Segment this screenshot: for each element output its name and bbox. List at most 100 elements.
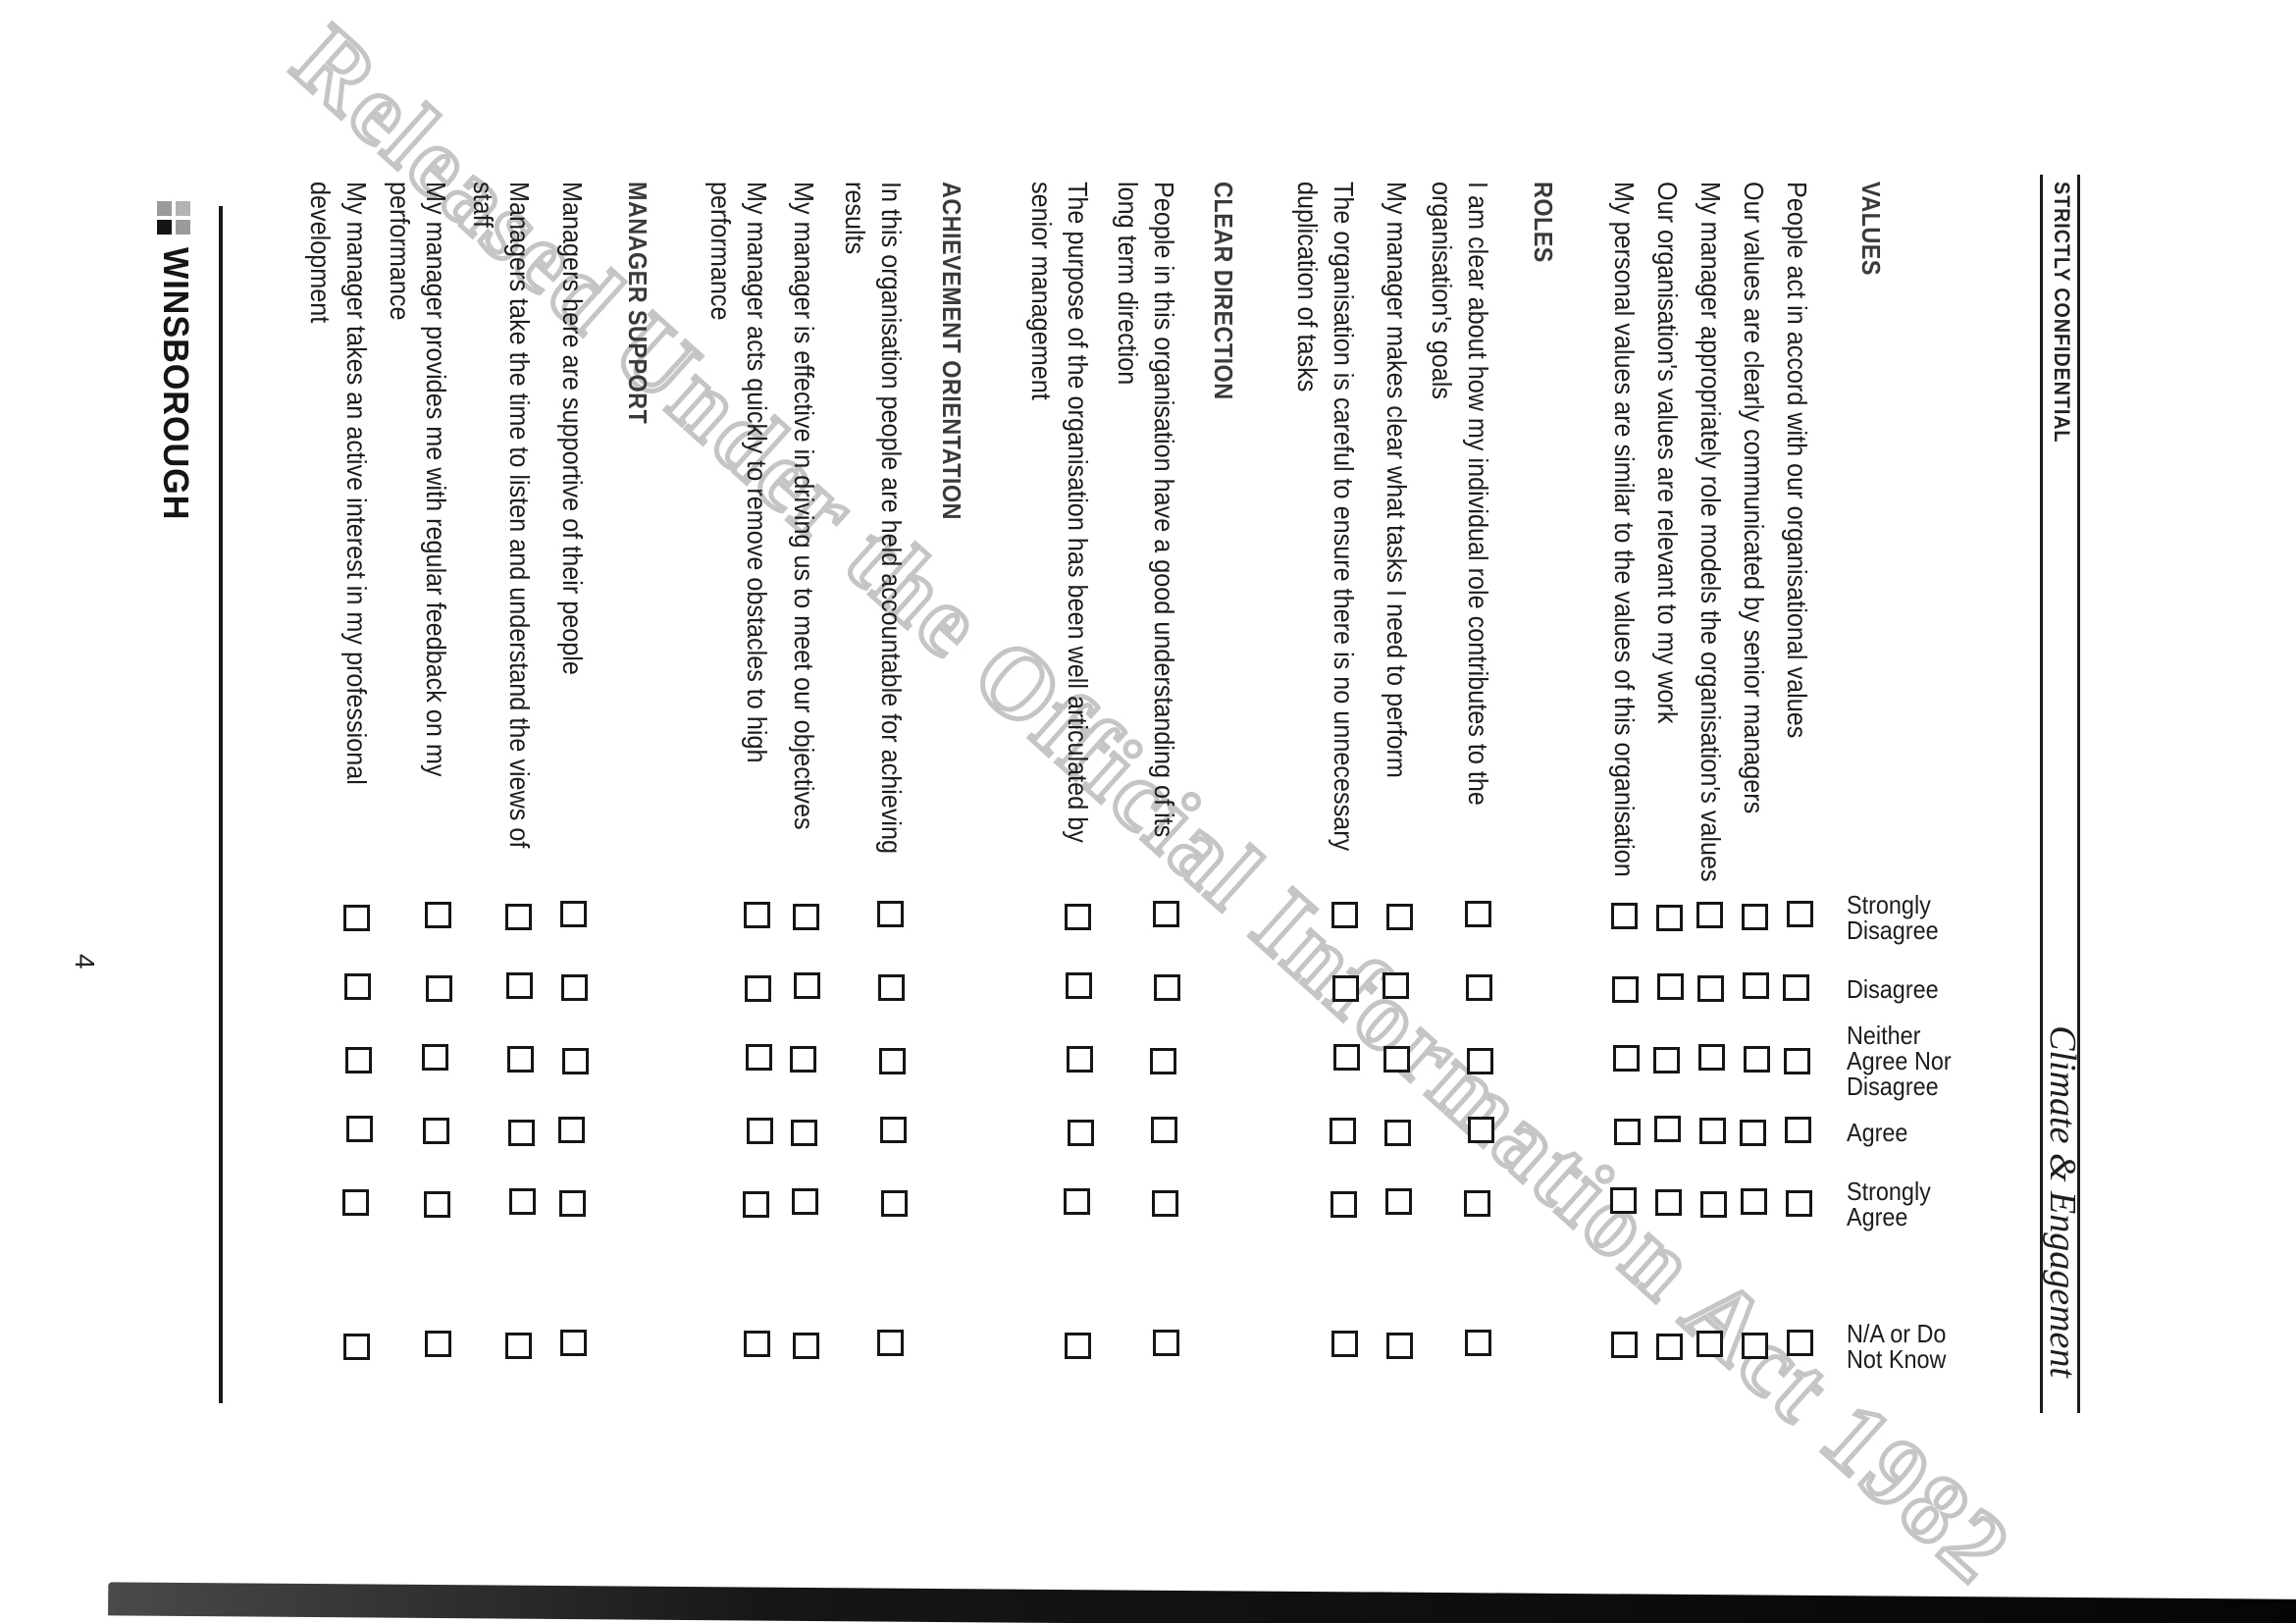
response-checkbox[interactable]	[878, 974, 905, 1001]
response-checkbox[interactable]	[1153, 901, 1179, 927]
response-checkbox[interactable]	[1466, 974, 1492, 1001]
response-checkbox[interactable]	[1465, 1330, 1491, 1356]
response-checkbox[interactable]	[1331, 1331, 1358, 1357]
response-checkbox[interactable]	[1467, 1048, 1493, 1074]
response-checkbox[interactable]	[1154, 974, 1180, 1001]
response-checkbox[interactable]	[743, 1191, 769, 1218]
response-checkbox[interactable]	[423, 1118, 449, 1144]
response-checkbox[interactable]	[1787, 1330, 1813, 1356]
response-checkbox[interactable]	[1654, 1116, 1681, 1142]
response-checkbox[interactable]	[793, 1333, 819, 1359]
response-checkbox[interactable]	[1740, 1120, 1766, 1146]
response-checkbox[interactable]	[560, 1330, 587, 1356]
response-checkbox[interactable]	[508, 1120, 535, 1146]
response-checkbox[interactable]	[506, 972, 533, 999]
response-checkbox[interactable]	[1385, 1188, 1412, 1215]
response-checkbox[interactable]	[1653, 1047, 1680, 1073]
response-checkbox[interactable]	[1151, 1117, 1177, 1143]
response-checkbox[interactable]	[1066, 972, 1092, 999]
response-checkbox[interactable]	[1784, 1048, 1810, 1074]
response-checkbox[interactable]	[880, 1117, 907, 1143]
response-checkbox[interactable]	[1700, 1191, 1727, 1218]
response-checkbox[interactable]	[747, 1118, 773, 1144]
response-checkbox[interactable]	[794, 972, 820, 999]
response-checkbox[interactable]	[343, 905, 370, 931]
response-checkbox[interactable]	[346, 1116, 373, 1142]
response-checkbox[interactable]	[791, 1120, 817, 1146]
response-checkbox[interactable]	[1383, 972, 1409, 999]
response-checkbox[interactable]	[744, 902, 770, 928]
response-checkbox[interactable]	[1464, 1190, 1490, 1217]
response-checkbox[interactable]	[344, 973, 371, 1000]
response-checkbox[interactable]	[1783, 974, 1809, 1001]
response-checkbox[interactable]	[1744, 1046, 1770, 1073]
response-checkbox[interactable]	[745, 975, 771, 1002]
response-checkbox[interactable]	[1699, 1118, 1726, 1144]
response-checkbox[interactable]	[425, 902, 451, 928]
response-checkbox[interactable]	[792, 1188, 818, 1215]
response-checkbox[interactable]	[1150, 1048, 1176, 1074]
response-checkbox[interactable]	[1065, 1333, 1091, 1359]
response-checkbox[interactable]	[881, 1190, 908, 1217]
response-checkbox[interactable]	[342, 1189, 369, 1216]
response-checkbox[interactable]	[1742, 904, 1768, 930]
response-checkbox[interactable]	[1611, 903, 1638, 929]
response-checkbox[interactable]	[505, 1333, 532, 1359]
response-checkbox[interactable]	[744, 1331, 770, 1357]
response-checkbox[interactable]	[1152, 1190, 1178, 1217]
response-checkbox[interactable]	[1612, 976, 1639, 1003]
response-checkbox[interactable]	[879, 1048, 906, 1074]
response-checkbox[interactable]	[343, 1334, 370, 1360]
response-checkbox[interactable]	[1386, 904, 1413, 930]
response-checkbox[interactable]	[509, 1188, 536, 1215]
response-checkbox[interactable]	[505, 904, 532, 930]
response-checkbox[interactable]	[1696, 1331, 1723, 1357]
response-checkbox[interactable]	[1331, 1191, 1357, 1218]
response-checkbox[interactable]	[1332, 975, 1359, 1002]
response-checkbox[interactable]	[1064, 1188, 1090, 1215]
response-checkbox[interactable]	[1610, 1187, 1637, 1214]
response-checkbox[interactable]	[793, 904, 819, 930]
response-checkbox[interactable]	[1611, 1332, 1638, 1358]
response-checkbox[interactable]	[1785, 1117, 1811, 1143]
response-checkbox[interactable]	[560, 901, 587, 927]
response-checkbox[interactable]	[425, 1331, 451, 1357]
response-checkbox[interactable]	[426, 975, 452, 1002]
response-checkbox[interactable]	[1465, 901, 1491, 927]
response-checkbox[interactable]	[1696, 902, 1723, 928]
response-checkbox[interactable]	[559, 1190, 586, 1217]
response-checkbox[interactable]	[424, 1191, 450, 1218]
response-checkbox[interactable]	[1386, 1333, 1413, 1359]
response-checkbox[interactable]	[1657, 973, 1684, 1000]
response-checkbox[interactable]	[877, 1330, 904, 1356]
response-checkbox[interactable]	[790, 1046, 816, 1073]
response-checkbox[interactable]	[1614, 1119, 1641, 1145]
response-checkbox[interactable]	[561, 974, 588, 1001]
response-checkbox[interactable]	[1067, 1046, 1093, 1073]
response-checkbox[interactable]	[1698, 1044, 1725, 1071]
response-checkbox[interactable]	[877, 901, 904, 927]
response-checkbox[interactable]	[1742, 1333, 1768, 1359]
response-checkbox[interactable]	[1065, 904, 1091, 930]
response-checkbox[interactable]	[746, 1044, 772, 1071]
response-checkbox[interactable]	[345, 1047, 372, 1073]
response-checkbox[interactable]	[422, 1044, 448, 1071]
response-checkbox[interactable]	[1384, 1120, 1411, 1146]
response-checkbox[interactable]	[1153, 1330, 1179, 1356]
response-checkbox[interactable]	[1741, 1188, 1767, 1215]
response-checkbox[interactable]	[1655, 1189, 1682, 1216]
response-checkbox[interactable]	[562, 1048, 589, 1074]
response-checkbox[interactable]	[1786, 1190, 1812, 1217]
response-checkbox[interactable]	[1787, 901, 1813, 927]
response-checkbox[interactable]	[1468, 1117, 1494, 1143]
response-checkbox[interactable]	[1656, 905, 1683, 931]
response-checkbox[interactable]	[1656, 1334, 1683, 1360]
response-checkbox[interactable]	[1383, 1046, 1410, 1073]
response-checkbox[interactable]	[1697, 975, 1724, 1002]
response-checkbox[interactable]	[1613, 1045, 1640, 1072]
response-checkbox[interactable]	[558, 1117, 585, 1143]
response-checkbox[interactable]	[1068, 1120, 1094, 1146]
response-checkbox[interactable]	[1331, 902, 1358, 928]
response-checkbox[interactable]	[1333, 1044, 1360, 1071]
response-checkbox[interactable]	[1743, 972, 1769, 999]
